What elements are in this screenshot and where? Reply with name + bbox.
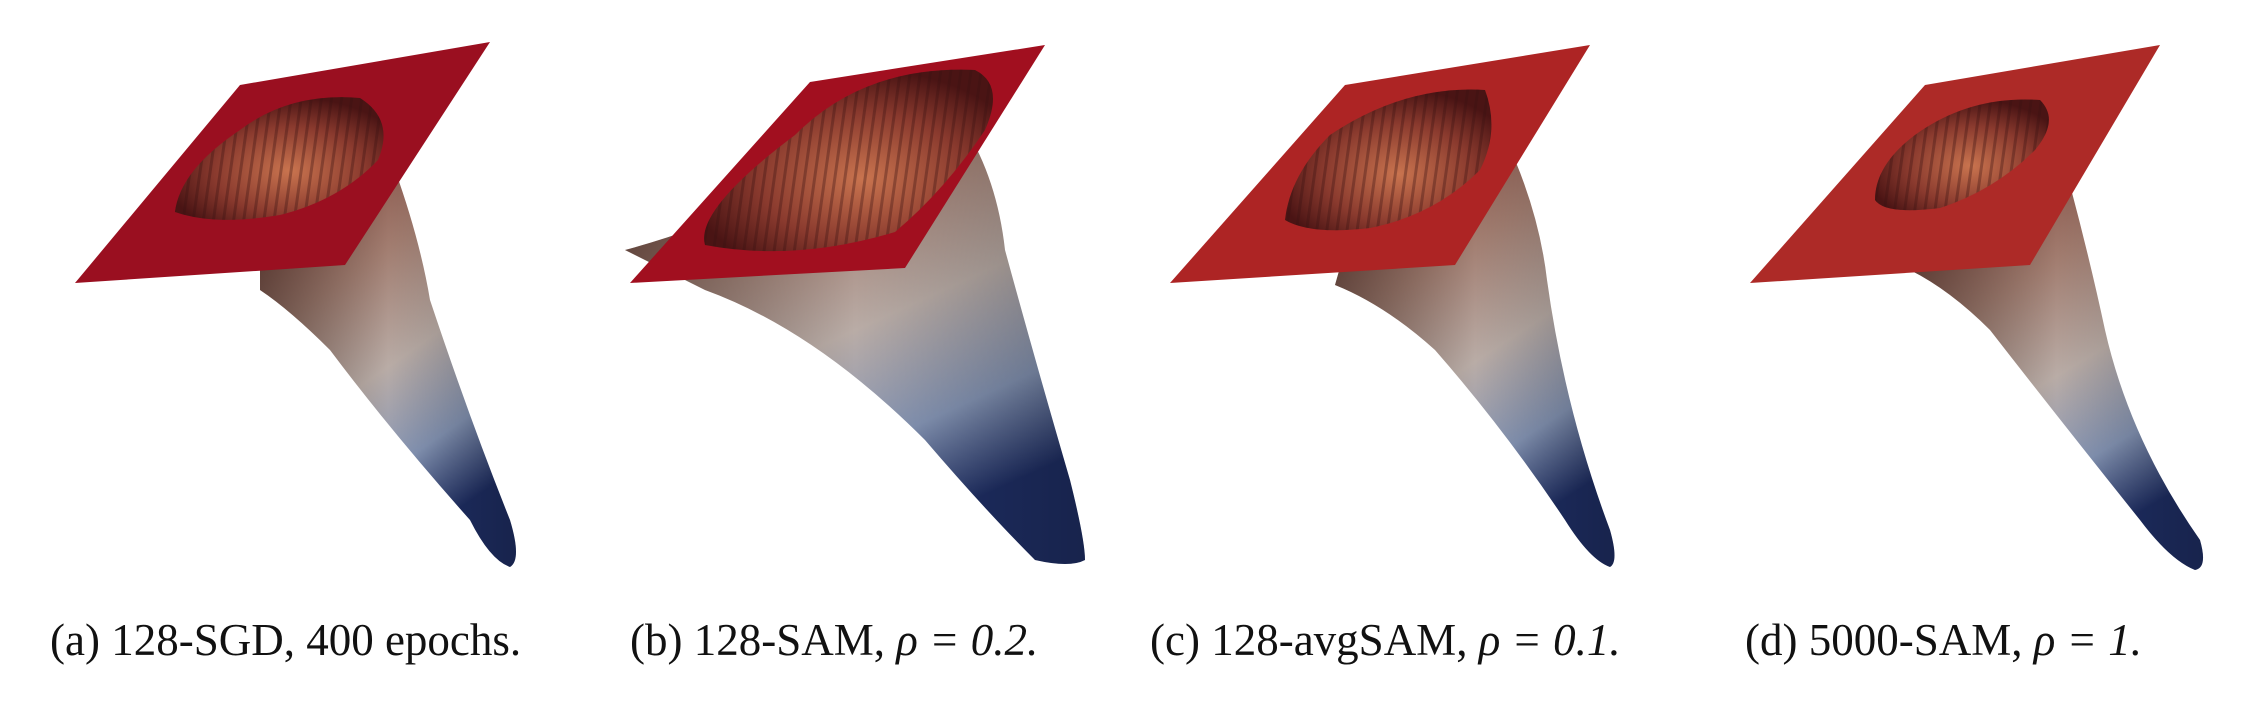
caption-c: (c) 128-avgSAM, ρ = 0.1.	[1150, 618, 1621, 663]
panel-b: (b) 128-SAM, ρ = 0.2.	[565, 0, 1135, 710]
caption-d-label: (d)	[1745, 615, 1798, 665]
caption-b-label: (b)	[630, 615, 683, 665]
caption-c-text: 128-avgSAM,	[1211, 615, 1479, 665]
caption-c-label: (c)	[1150, 615, 1200, 665]
loss-surface-b	[625, 45, 1085, 564]
panel-d: (d) 5000-SAM, ρ = 1.	[1710, 0, 2262, 710]
caption-c-math: ρ = 0.1.	[1478, 615, 1621, 665]
panel-a: (a) 128-SGD, 400 epochs.	[0, 0, 565, 710]
caption-d-text: 5000-SAM,	[1808, 615, 2034, 665]
loss-surface-d	[1750, 45, 2204, 570]
loss-surface-c	[1170, 45, 1615, 567]
caption-b-math: ρ = 0.2.	[896, 615, 1039, 665]
caption-a-text: 128-SGD, 400 epochs.	[111, 615, 522, 665]
panel-c: (c) 128-avgSAM, ρ = 0.1.	[1135, 0, 1710, 710]
caption-b: (b) 128-SAM, ρ = 0.2.	[630, 618, 1038, 663]
caption-a: (a) 128-SGD, 400 epochs.	[50, 618, 521, 663]
caption-d: (d) 5000-SAM, ρ = 1.	[1745, 618, 2142, 663]
caption-a-label: (a)	[50, 615, 100, 665]
caption-d-math: ρ = 1.	[2033, 615, 2142, 665]
loss-surface-a	[75, 42, 516, 567]
caption-b-text: 128-SAM,	[693, 615, 897, 665]
